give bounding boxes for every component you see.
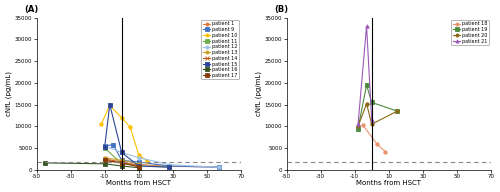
Line: patient 9: patient 9 [103, 143, 220, 169]
patient 16 [42, 162, 48, 164]
Y-axis label: cNfL (pg/mL): cNfL (pg/mL) [256, 71, 262, 116]
patient 17 [118, 162, 124, 164]
Legend: patient 1, patient 9, patient 10, patient 11, patient 12, patient 13, patient 14: patient 1, patient 9, patient 10, patien… [202, 20, 238, 79]
patient 11 [118, 162, 124, 165]
Line: patient 18: patient 18 [362, 124, 387, 153]
patient 19 [364, 84, 370, 86]
patient 21 [364, 25, 370, 27]
patient 19 [368, 101, 374, 103]
patient 20 [394, 110, 400, 112]
patient 12 [166, 164, 172, 166]
patient 13 [136, 163, 141, 165]
patient 9 [216, 166, 222, 168]
patient 12 [216, 166, 222, 168]
patient 18 [382, 151, 388, 153]
Line: patient 11: patient 11 [103, 146, 171, 169]
patient 12 [118, 151, 124, 154]
patient 19 [394, 110, 400, 112]
patient 15 [118, 151, 124, 154]
Legend: patient 18, patient 19, patient 20, patient 21: patient 18, patient 19, patient 20, pati… [452, 20, 488, 45]
patient 21 [368, 119, 374, 121]
X-axis label: Months from HSCT: Months from HSCT [356, 180, 421, 186]
patient 14 [118, 161, 124, 163]
patient 9 [110, 143, 116, 146]
Line: patient 21: patient 21 [356, 25, 374, 126]
Line: patient 20: patient 20 [356, 102, 399, 128]
patient 16 [136, 167, 141, 169]
Text: (A): (A) [24, 5, 38, 14]
patient 16 [102, 163, 107, 165]
patient 9 [118, 159, 124, 161]
patient 1 [102, 159, 107, 161]
Line: patient 13: patient 13 [103, 156, 141, 166]
patient 20 [355, 125, 361, 127]
patient 16 [118, 165, 124, 167]
patient 12 [136, 156, 141, 159]
patient 15 [102, 146, 107, 148]
Line: patient 1: patient 1 [103, 159, 220, 169]
patient 17 [102, 159, 107, 161]
patient 10 [127, 126, 133, 128]
patient 15 [136, 165, 141, 167]
patient 10 [118, 117, 124, 119]
patient 21 [355, 123, 361, 125]
patient 9 [102, 145, 107, 147]
Line: patient 15: patient 15 [103, 103, 171, 169]
Line: patient 14: patient 14 [103, 157, 141, 168]
patient 11 [102, 147, 107, 149]
Line: patient 19: patient 19 [356, 83, 399, 130]
patient 15 [166, 166, 172, 168]
patient 10 [98, 123, 104, 125]
patient 14 [102, 158, 107, 160]
patient 9 [136, 161, 141, 163]
patient 10 [136, 153, 141, 156]
Text: (B): (B) [274, 5, 288, 14]
X-axis label: Months from HSCT: Months from HSCT [106, 180, 171, 186]
patient 10 [107, 104, 113, 107]
patient 1 [166, 165, 172, 168]
patient 13 [102, 156, 107, 159]
patient 14 [136, 165, 141, 167]
Line: patient 12: patient 12 [103, 144, 220, 169]
patient 1 [118, 162, 124, 165]
patient 19 [355, 127, 361, 130]
Line: patient 10: patient 10 [100, 104, 149, 163]
Line: patient 17: patient 17 [103, 159, 141, 169]
patient 11 [136, 165, 141, 167]
patient 13 [118, 159, 124, 161]
patient 17 [136, 166, 141, 168]
patient 10 [144, 160, 150, 162]
patient 11 [166, 166, 172, 168]
patient 18 [360, 124, 366, 127]
patient 20 [364, 103, 370, 105]
Y-axis label: cNfL (pg/mL): cNfL (pg/mL) [6, 71, 12, 116]
patient 9 [166, 165, 172, 167]
patient 1 [216, 166, 222, 168]
patient 20 [368, 123, 374, 125]
patient 18 [374, 143, 380, 145]
patient 12 [102, 145, 107, 147]
patient 15 [107, 103, 113, 106]
Line: patient 16: patient 16 [44, 161, 140, 170]
